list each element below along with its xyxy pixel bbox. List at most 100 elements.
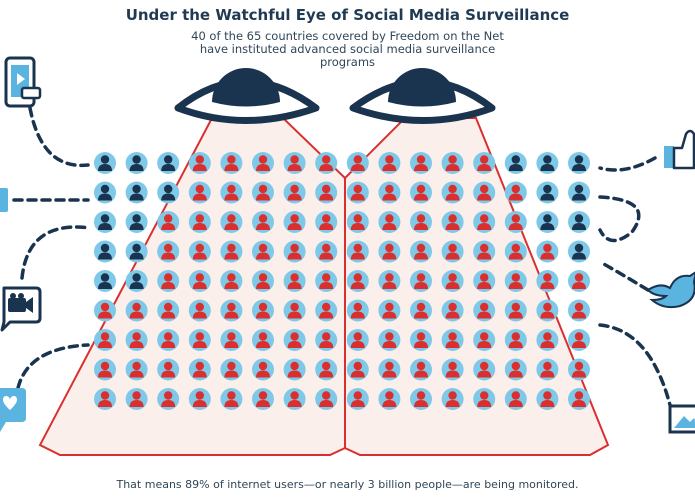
- dashed-connectors: [12, 106, 672, 407]
- person-icon-unmonitored: [125, 240, 148, 263]
- person-icon-monitored: [220, 211, 243, 233]
- person-icon-monitored: [252, 270, 274, 292]
- person-icon-monitored: [315, 358, 338, 381]
- person-icon-monitored: [283, 211, 306, 233]
- person-icon-monitored: [378, 358, 401, 381]
- person-icon-unmonitored: [94, 211, 116, 233]
- person-icon-unmonitored: [536, 181, 559, 204]
- twitter-bird-icon: [646, 271, 695, 309]
- person-icon-monitored: [441, 181, 464, 204]
- person-icon-monitored: [188, 329, 211, 351]
- person-icon-monitored: [346, 181, 369, 204]
- person-icon-unmonitored: [536, 211, 559, 233]
- person-icon-monitored: [504, 329, 527, 351]
- person-icon-monitored: [441, 240, 464, 263]
- person-icon-monitored: [410, 181, 432, 204]
- person-icon-monitored: [473, 211, 496, 233]
- person-icon-monitored: [157, 240, 180, 263]
- person-icon-monitored: [504, 181, 527, 204]
- person-icon-monitored: [252, 240, 274, 263]
- person-icon-unmonitored: [568, 181, 590, 204]
- person-icon-monitored: [315, 152, 338, 174]
- person-icon-monitored: [473, 181, 496, 204]
- person-icon-monitored: [378, 240, 401, 263]
- person-icon-monitored: [568, 358, 590, 381]
- person-icon-monitored: [315, 299, 338, 322]
- person-icon-unmonitored: [568, 211, 590, 233]
- person-icon-monitored: [283, 299, 306, 322]
- person-icon-monitored: [473, 358, 496, 381]
- person-icon-monitored: [410, 270, 432, 292]
- heart-chat-icon: [0, 388, 26, 432]
- person-icon-unmonitored: [536, 152, 559, 174]
- phone-video-icon: [4, 56, 42, 108]
- person-icon-monitored: [252, 388, 274, 410]
- person-icon-monitored: [283, 329, 306, 351]
- person-icon-monitored: [536, 270, 559, 292]
- person-icon-monitored: [188, 388, 211, 410]
- person-icon-monitored: [125, 329, 148, 351]
- person-icon-monitored: [125, 388, 148, 410]
- person-icon-monitored: [504, 358, 527, 381]
- person-icon-monitored: [568, 270, 590, 292]
- person-icon-monitored: [568, 299, 590, 322]
- person-icon-monitored: [473, 299, 496, 322]
- person-icon-monitored: [94, 299, 116, 322]
- person-icon-monitored: [157, 211, 180, 233]
- person-icon-monitored: [346, 329, 369, 351]
- person-icon-monitored: [536, 388, 559, 410]
- person-icon-monitored: [157, 358, 180, 381]
- person-icon-monitored: [378, 181, 401, 204]
- person-icon-monitored: [188, 240, 211, 263]
- person-icon-monitored: [283, 270, 306, 292]
- person-icon-monitored: [315, 211, 338, 233]
- people-grid: [94, 152, 590, 410]
- person-icon-monitored: [378, 152, 401, 174]
- person-icon-unmonitored: [568, 152, 590, 174]
- person-icon-monitored: [346, 388, 369, 410]
- person-icon-monitored: [283, 181, 306, 204]
- person-icon-monitored: [283, 388, 306, 410]
- person-icon-monitored: [346, 358, 369, 381]
- person-icon-monitored: [441, 211, 464, 233]
- person-icon-unmonitored: [568, 240, 590, 263]
- person-icon-monitored: [283, 358, 306, 381]
- person-icon-monitored: [157, 388, 180, 410]
- image-icon: [668, 404, 695, 434]
- person-icon-monitored: [346, 240, 369, 263]
- person-icon-monitored: [346, 152, 369, 174]
- person-icon-monitored: [252, 358, 274, 381]
- person-icon-unmonitored: [94, 270, 116, 292]
- social-card-icon: [0, 188, 8, 212]
- person-icon-monitored: [504, 270, 527, 292]
- person-icon-monitored: [220, 181, 243, 204]
- person-icon-monitored: [536, 329, 559, 351]
- person-icon-monitored: [252, 152, 274, 174]
- person-icon-monitored: [94, 329, 116, 351]
- person-icon-monitored: [410, 240, 432, 263]
- person-icon-monitored: [315, 270, 338, 292]
- person-icon-monitored: [473, 240, 496, 263]
- person-icon-unmonitored: [157, 181, 180, 204]
- person-icon-monitored: [315, 329, 338, 351]
- person-icon-monitored: [473, 152, 496, 174]
- person-icon-unmonitored: [125, 211, 148, 233]
- person-icon-monitored: [473, 329, 496, 351]
- person-icon-monitored: [252, 181, 274, 204]
- person-icon-monitored: [504, 299, 527, 322]
- right-eye-icon: [349, 68, 496, 124]
- page-title: Under the Watchful Eye of Social Media S…: [125, 6, 570, 24]
- person-icon-unmonitored: [125, 181, 148, 204]
- person-icon-monitored: [441, 152, 464, 174]
- person-icon-monitored: [346, 270, 369, 292]
- person-icon-monitored: [410, 329, 432, 351]
- person-icon-monitored: [283, 240, 306, 263]
- person-icon-monitored: [94, 358, 116, 381]
- person-icon-monitored: [378, 299, 401, 322]
- person-icon-monitored: [157, 299, 180, 322]
- person-icon-monitored: [504, 388, 527, 410]
- person-icon-monitored: [410, 211, 432, 233]
- person-icon-monitored: [410, 358, 432, 381]
- person-icon-monitored: [568, 329, 590, 351]
